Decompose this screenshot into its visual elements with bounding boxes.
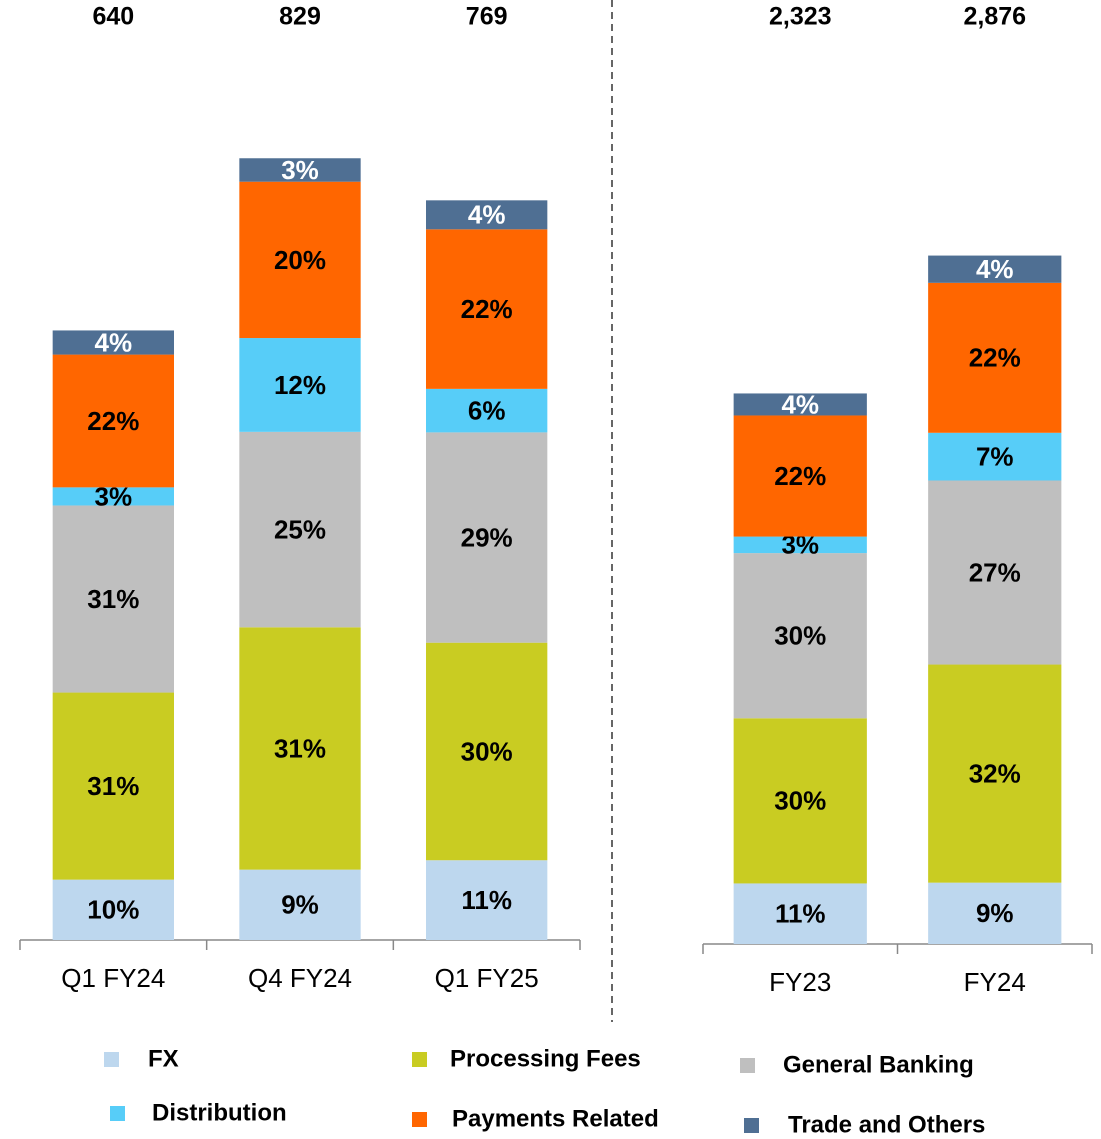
- bar-segment: [733, 536, 867, 554]
- legend-label: Processing Fees: [450, 1045, 641, 1072]
- legend-swatch: [744, 1118, 759, 1133]
- x-tick-label: Q4 FY24: [248, 963, 352, 993]
- bar-segment: [426, 229, 548, 389]
- bar-segment: [52, 692, 174, 880]
- segment-label: 9%: [976, 898, 1014, 928]
- bar-segment: [426, 642, 548, 861]
- legend-swatch: [740, 1058, 755, 1073]
- total-label: 769: [466, 3, 508, 31]
- bar-segment: [733, 553, 867, 719]
- segment-label: 3%: [281, 155, 319, 185]
- segment-label: 4%: [95, 327, 133, 357]
- bar-segment: [733, 718, 867, 884]
- bar-segment: [239, 181, 361, 339]
- bar-segment: [928, 282, 1062, 433]
- segment-label: 11%: [775, 899, 826, 929]
- segment-label: 4%: [781, 389, 819, 419]
- bar-segment: [52, 487, 174, 506]
- segment-label: 12%: [274, 370, 326, 400]
- legend-label: Trade and Others: [788, 1111, 985, 1138]
- segment-label: 31%: [274, 733, 326, 763]
- segment-label: 10%: [87, 895, 139, 925]
- segment-label: 30%: [461, 736, 513, 766]
- bar-segment: [52, 330, 174, 355]
- legend-swatch: [412, 1052, 427, 1067]
- total-label: 2,876: [963, 3, 1026, 31]
- bar-segment: [52, 354, 174, 488]
- legend-label: General Banking: [783, 1051, 974, 1078]
- segment-label: 7%: [976, 442, 1014, 472]
- segment-label: 20%: [274, 245, 326, 275]
- total-label: 640: [92, 3, 134, 31]
- total-label: 829: [279, 3, 321, 31]
- segment-label: 25%: [274, 514, 326, 544]
- segment-label: 32%: [969, 758, 1021, 788]
- bar-segment: [733, 415, 867, 537]
- bar-segment: [52, 879, 174, 940]
- bar-segment: [239, 627, 361, 870]
- bar-segment: [239, 431, 361, 628]
- legend-swatch: [104, 1052, 119, 1067]
- segment-label: 22%: [461, 294, 513, 324]
- bar-segment: [426, 432, 548, 643]
- segment-label: 22%: [87, 406, 139, 436]
- bar-segment: [239, 869, 361, 940]
- segment-label: 27%: [969, 557, 1021, 587]
- bar-segment: [733, 393, 867, 416]
- segment-label: 29%: [461, 522, 513, 552]
- bar-segment: [928, 664, 1062, 883]
- bar-segment: [426, 860, 548, 940]
- segment-label: 4%: [976, 254, 1014, 284]
- bar-segment: [928, 480, 1062, 665]
- legend-label: Payments Related: [452, 1105, 659, 1132]
- segment-label: 30%: [774, 786, 826, 816]
- bar-segment: [426, 200, 548, 230]
- segment-label: 22%: [774, 461, 826, 491]
- bar-segment: [928, 255, 1062, 283]
- x-tick-label: Q1 FY24: [61, 963, 165, 993]
- segment-label: 22%: [969, 343, 1021, 373]
- bar-segment: [928, 882, 1062, 944]
- segment-label: 6%: [468, 396, 506, 426]
- legend-label: FX: [148, 1045, 179, 1072]
- segment-label: 30%: [774, 621, 826, 651]
- bar-segment: [733, 883, 867, 944]
- legend-swatch: [110, 1106, 125, 1121]
- legend-label: Distribution: [152, 1099, 287, 1126]
- bar-segment: [426, 388, 548, 433]
- legend-swatch: [412, 1112, 427, 1127]
- bar-segment: [239, 338, 361, 432]
- x-tick-label: Q1 FY25: [435, 963, 539, 993]
- segment-label: 4%: [468, 200, 506, 230]
- x-tick-label: FY23: [769, 967, 831, 997]
- total-label: 2,323: [769, 3, 832, 31]
- bar-segment: [239, 158, 361, 182]
- bar-segment: [52, 505, 174, 693]
- segment-label: 31%: [87, 584, 139, 614]
- x-tick-label: FY24: [964, 967, 1026, 997]
- segment-label: 11%: [461, 885, 512, 915]
- segment-label: 9%: [281, 890, 319, 920]
- segment-label: 31%: [87, 771, 139, 801]
- bar-segment: [928, 432, 1062, 481]
